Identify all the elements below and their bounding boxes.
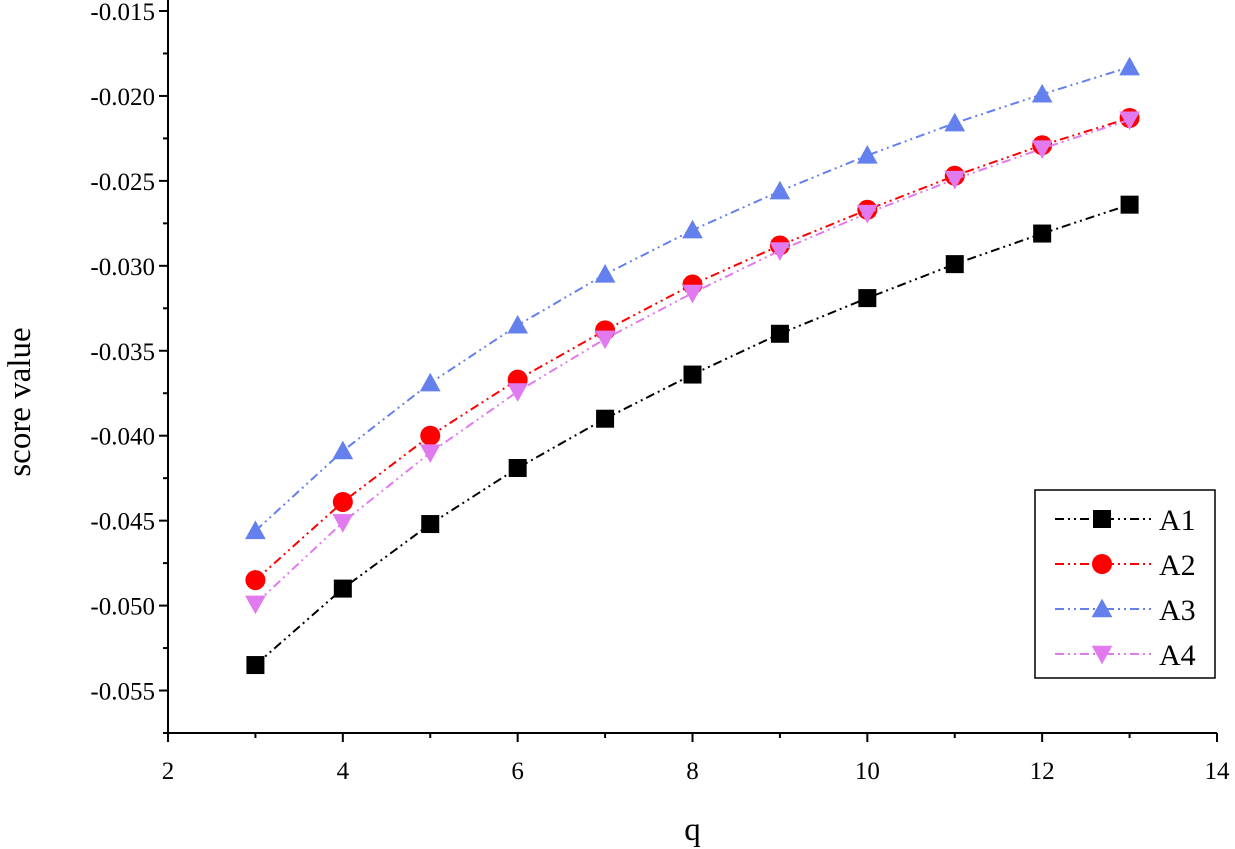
data-point: [421, 515, 440, 534]
data-point: [682, 284, 703, 304]
x-tick-label: 4: [337, 758, 350, 785]
data-point: [419, 372, 441, 392]
y-tick-label: -0.030: [90, 254, 155, 281]
x-axis-title: q: [684, 812, 701, 848]
series-line: [254, 203, 1130, 666]
y-tick-label: -0.035: [90, 339, 155, 366]
data-point: [856, 204, 878, 224]
x-tick-label: 12: [1030, 758, 1055, 785]
y-tick-label: -0.040: [90, 424, 155, 451]
data-point: [1031, 140, 1053, 159]
data-point: [420, 425, 441, 446]
data-point: [1119, 56, 1140, 76]
data-point: [856, 145, 878, 164]
x-tick-label: 2: [162, 758, 175, 785]
data-point: [1119, 111, 1140, 131]
series-layer: [245, 56, 1140, 675]
x-tick-label: 14: [1205, 758, 1231, 785]
series-line: [254, 117, 1130, 581]
data-point: [682, 219, 703, 239]
x-axis-ticks: 2 4 6 8 10 12 14: [162, 733, 1230, 785]
series-A4: [245, 111, 1140, 615]
legend-items: A1 A2 A3 A4: [1055, 504, 1196, 672]
legend-marker: [1093, 510, 1111, 528]
data-point: [508, 458, 527, 477]
data-point: [507, 383, 529, 402]
legend-item: A1: [1055, 504, 1196, 537]
series-A2: [245, 108, 1140, 591]
y-tick-label: -0.045: [90, 509, 155, 536]
legend-item: A3: [1055, 594, 1196, 627]
y-tick-label: -0.025: [90, 169, 155, 196]
series-A1: [246, 195, 1139, 675]
data-point: [245, 595, 266, 615]
x-tick-label: 8: [686, 758, 699, 785]
legend: A1 A2 A3 A4: [1034, 489, 1216, 679]
data-point: [332, 440, 354, 460]
data-point: [683, 365, 702, 384]
data-point: [770, 324, 789, 343]
plot-area: -0.015 -0.020 -0.025 -0.030 -0.035 -0.040 -0.0…: [90, 0, 1230, 785]
x-tick-label: 6: [511, 758, 524, 785]
data-point: [246, 656, 265, 675]
y-tick-label: -0.055: [90, 679, 155, 706]
data-point: [858, 289, 877, 308]
data-point: [594, 330, 616, 350]
data-point: [769, 242, 791, 261]
data-point: [507, 314, 529, 334]
data-point: [944, 112, 966, 132]
legend-label: A4: [1159, 639, 1196, 672]
data-point: [769, 180, 791, 200]
data-point: [596, 409, 615, 428]
y-axis-ticks: -0.015 -0.020 -0.025 -0.030 -0.035 -0.040 -0.0…: [90, 0, 168, 734]
legend-marker: [1091, 598, 1113, 618]
data-point: [1033, 224, 1052, 243]
legend-marker: [1091, 645, 1113, 665]
data-point: [245, 520, 266, 540]
legend-label: A3: [1159, 594, 1196, 627]
data-point: [419, 444, 441, 464]
data-point: [333, 579, 352, 598]
data-point: [594, 263, 616, 283]
legend-box: [1034, 489, 1216, 679]
legend-item: A2: [1055, 549, 1196, 582]
series-A3: [245, 56, 1140, 540]
data-point: [332, 514, 354, 533]
data-point: [332, 491, 353, 512]
y-axis-title: score value: [2, 327, 38, 476]
y-tick-label: -0.015: [90, 0, 155, 26]
data-point: [1120, 195, 1139, 214]
y-tick-label: -0.050: [90, 594, 155, 621]
series-line: [254, 118, 1130, 605]
data-point: [944, 170, 966, 190]
legend-item: A4: [1055, 639, 1196, 672]
data-point: [245, 570, 266, 591]
legend-label: A1: [1159, 504, 1196, 537]
y-tick-label: -0.020: [90, 84, 155, 111]
legend-marker: [1092, 554, 1112, 574]
legend-label: A2: [1159, 549, 1196, 582]
data-point: [1031, 83, 1053, 103]
data-point: [945, 255, 964, 274]
x-tick-label: 10: [855, 758, 880, 785]
